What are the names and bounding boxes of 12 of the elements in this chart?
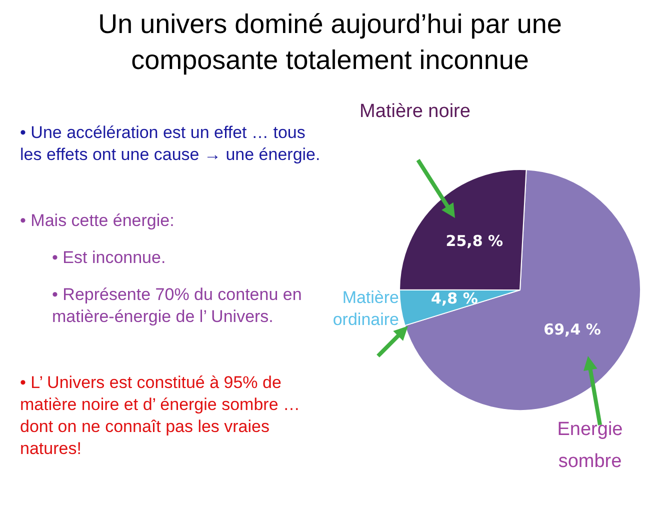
text: • L’ Univers est constitué à 95% de matière noire et d’ énergie sombre … dont on ne connaît pas les vraies natures!: [20, 372, 302, 460]
slice-label: Matière noire: [358, 100, 472, 124]
data-label: 25,8 %: [446, 232, 504, 250]
data-label: 4,8 %: [431, 290, 478, 308]
text: • Mais cette énergie:: [20, 210, 176, 232]
slice-label: Energie sombre: [556, 418, 624, 474]
chart-title: Un univers dominé aujourd’hui par une composante totalement inconnue: [97, 8, 563, 77]
text: • Est inconnue.: [52, 247, 167, 269]
data-label: 69,4 %: [544, 320, 601, 339]
text: • Une accélération est un effet … tous les effets ont une cause → une énergie.: [20, 122, 322, 166]
text: • Représente 70% du contenu en matière-énergie de l’ Univers.: [52, 284, 302, 328]
slice-label: Matière ordinaire: [332, 287, 399, 331]
